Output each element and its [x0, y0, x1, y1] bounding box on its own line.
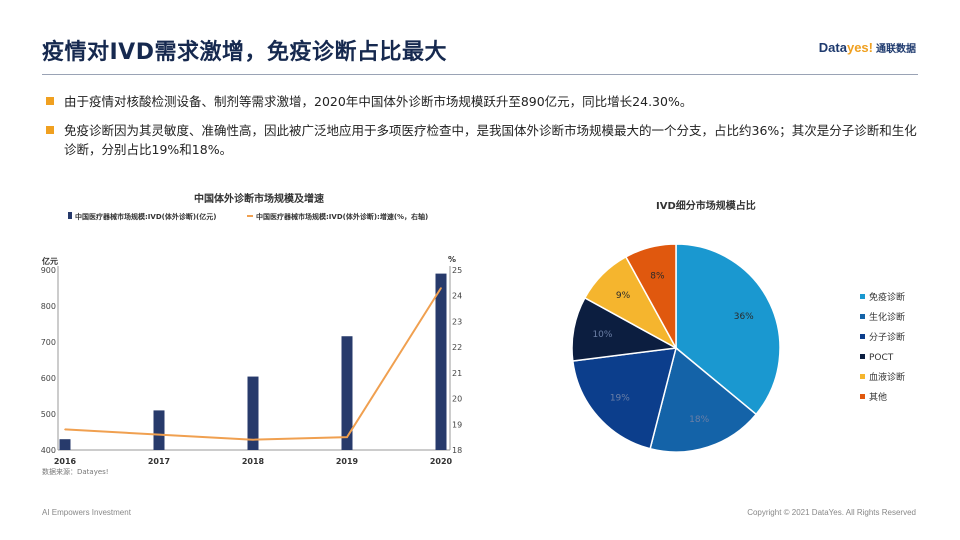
bullet-list: 由于疫情对核酸检测设备、制剂等需求激增，2020年中国体外诊断市场规模跃升至89… — [44, 92, 924, 169]
logo-chinese-text: 通联数据 — [876, 44, 916, 55]
legend-line-label: 中国医疗器械市场规模:IVD(体外诊断):增速(%，右轴) — [256, 212, 428, 221]
logo-data-text: Data — [818, 40, 847, 55]
y-left-tick-label: 700 — [41, 338, 56, 347]
pie-legend-label: POCT — [869, 353, 894, 363]
x-tick-label: 2018 — [242, 457, 265, 466]
pie-slice-免疫诊断 — [675, 243, 781, 416]
growth-point-2016 — [64, 428, 66, 431]
growth-point-2019 — [346, 436, 348, 438]
y-left-tick-label: 600 — [41, 374, 56, 383]
y-left-tick-label: 400 — [41, 446, 56, 455]
y-right-tick-label: 18 — [452, 446, 462, 455]
bar-2020 — [435, 273, 447, 450]
legend-bar-label: 中国医疗器械市场规模:IVD(体外诊断)(亿元) — [75, 212, 216, 221]
bar-2017 — [153, 410, 165, 450]
bullet-text: 免疫诊断因为其灵敏度、准确性高，因此被广泛地应用于多项医疗检查中，是我国体外诊断… — [64, 123, 917, 157]
pie-legend-swatch — [860, 294, 865, 299]
bar-2016 — [59, 439, 71, 450]
bar-2018 — [247, 376, 259, 450]
pie-legend-swatch — [860, 394, 865, 399]
pie-legend-swatch — [860, 334, 865, 339]
x-tick-label: 2019 — [336, 457, 359, 466]
y-right-tick-label: 25 — [452, 266, 462, 275]
header-divider — [42, 74, 918, 75]
footer-left: AI Empowers Investment — [42, 508, 131, 517]
x-tick-label: 2016 — [54, 457, 77, 466]
bullet-square-icon — [46, 97, 54, 105]
pie-legend-label: 免疫诊断 — [869, 291, 905, 303]
y-left-tick-label: 900 — [41, 266, 56, 275]
pie-legend-label: 生化诊断 — [869, 311, 905, 323]
logo-yes-text: yes! — [846, 40, 873, 55]
pie-slice-生化诊断 — [649, 346, 758, 453]
y-right-tick-label: 23 — [452, 317, 462, 326]
bullet-item: 免疫诊断因为其灵敏度、准确性高，因此被广泛地应用于多项医疗检查中，是我国体外诊断… — [44, 121, 924, 159]
pie-legend-label: 其他 — [869, 391, 887, 403]
pie-slice-其他 — [624, 243, 677, 349]
y-left-tick-label: 500 — [41, 410, 56, 419]
right-axis-unit: % — [448, 255, 456, 264]
y-right-tick-label: 22 — [452, 343, 462, 352]
y-right-tick-label: 20 — [452, 395, 462, 404]
y-right-tick-label: 19 — [452, 420, 462, 429]
pie-label-POCT: 10% — [592, 330, 612, 340]
growth-point-2018 — [252, 438, 254, 441]
footer-right: Copyright © 2021 DataYes. All Rights Res… — [747, 508, 916, 517]
bar-chart-source: 数据来源：Datayes! — [42, 467, 109, 476]
pie-legend-swatch — [860, 354, 865, 359]
y-right-tick-label: 21 — [452, 369, 462, 378]
growth-point-2020 — [440, 287, 442, 289]
pie-label-生化诊断: 18% — [689, 415, 709, 425]
bullet-text: 由于疫情对核酸检测设备、制剂等需求激增，2020年中国体外诊断市场规模跃升至89… — [64, 94, 693, 109]
y-left-tick-label: 800 — [41, 302, 56, 311]
x-tick-label: 2017 — [148, 457, 170, 466]
bullet-item: 由于疫情对核酸检测设备、制剂等需求激增，2020年中国体外诊断市场规模跃升至89… — [44, 92, 924, 111]
pie-slice-分子诊断 — [571, 347, 678, 450]
pie-label-免疫诊断: 36% — [734, 312, 754, 322]
pie-legend-label: 血液诊断 — [869, 371, 905, 383]
bar-chart-title: 中国体外诊断市场规模及增速 — [194, 194, 324, 205]
pie-chart-title: IVD细分市场规模占比 — [656, 201, 756, 212]
pie-label-血液诊断: 9% — [616, 291, 631, 301]
y-right-tick-label: 24 — [452, 292, 462, 301]
bar-2019 — [341, 336, 353, 450]
pie-label-其他: 8% — [650, 271, 665, 281]
pie-label-分子诊断: 19% — [610, 394, 630, 404]
legend-bar-swatch — [68, 212, 72, 219]
page-title: 疫情对IVD需求激增，免疫诊断占比最大 — [42, 40, 447, 65]
growth-point-2017 — [158, 433, 160, 436]
bullet-square-icon — [46, 126, 54, 134]
pie-legend-label: 分子诊断 — [869, 331, 905, 343]
left-axis-unit: 亿元 — [42, 256, 58, 266]
datayes-logo: Datayes! 通联数据 — [819, 40, 916, 55]
pie-legend-swatch — [860, 374, 865, 379]
x-tick-label: 2020 — [430, 457, 453, 466]
pie-legend-swatch — [860, 314, 865, 319]
